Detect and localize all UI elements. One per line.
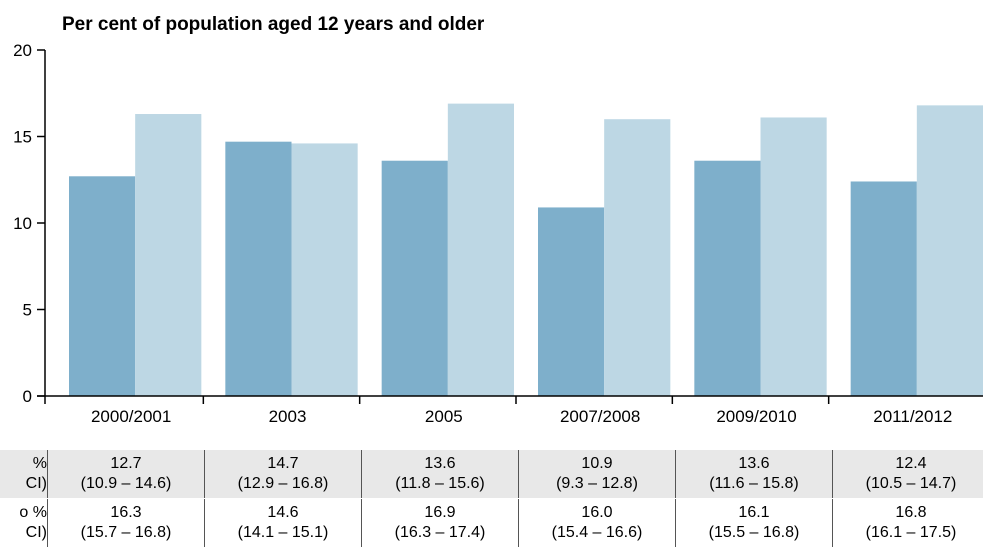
cell-ci: (15.7 – 16.8) <box>80 524 172 541</box>
table-cell: 16.9 (16.3 – 17.4) <box>361 498 519 548</box>
data-table: % CI) 12.7 (10.9 – 14.6) 14.7 (12.9 – 16.8) 13… <box>0 450 983 548</box>
bar-2-2011-2012 <box>916 105 983 397</box>
cell-value: 12.4 <box>895 455 927 472</box>
cell-ci: (11.6 – 15.8) <box>709 475 799 492</box>
cell-ci: (14.1 – 15.1) <box>237 524 329 541</box>
x-tick-label: 2003 <box>269 407 307 426</box>
x-tick-label: 2005 <box>425 407 463 426</box>
x-tick-label: 2000/2001 <box>91 407 171 426</box>
cell-ci: (15.5 – 16.8) <box>708 524 800 541</box>
bar-2-2009-2010 <box>760 117 827 396</box>
y-tick-label: 5 <box>23 301 32 320</box>
y-tick-label: 0 <box>23 387 32 406</box>
cell-ci: (16.1 – 17.5) <box>865 524 957 541</box>
cell-value: 13.6 <box>424 455 456 472</box>
x-axis: 2000/2001 2003 2005 2007/2008 2009/2010 2011/… <box>37 395 983 426</box>
y-tick-label: 15 <box>13 128 32 147</box>
x-tick-label: 2009/2010 <box>716 407 796 426</box>
table-cell: 16.0 (15.4 – 16.6) <box>518 498 676 548</box>
bars <box>69 103 983 397</box>
row-header-line2: CI) <box>25 475 47 492</box>
y-axis: 0 5 10 15 20 <box>13 41 46 406</box>
cell-ci: (10.9 – 14.6) <box>80 475 172 492</box>
x-tick-label: 2011/2012 <box>873 407 952 426</box>
bar-2-2000-2001 <box>135 114 202 396</box>
cell-value: 16.8 <box>895 504 927 521</box>
cell-value: 16.1 <box>738 504 770 521</box>
table-cell: 12.7 (10.9 – 14.6) <box>47 450 205 499</box>
cell-value: 16.0 <box>581 504 613 521</box>
table-cell: 14.6 (14.1 – 15.1) <box>204 498 362 548</box>
row-header: % CI) <box>0 450 48 499</box>
table-cell: 16.3 (15.7 – 16.8) <box>47 498 205 548</box>
cell-ci: (15.4 – 16.6) <box>551 524 643 541</box>
bar-1-2000-2001 <box>69 176 136 396</box>
table-cell: 13.6 (11.8 – 15.6) <box>361 450 519 499</box>
bar-2-2005 <box>447 103 514 396</box>
cell-ci: (10.5 – 14.7) <box>865 475 957 492</box>
y-tick-label: 10 <box>13 214 32 233</box>
cell-value: 14.7 <box>267 455 299 472</box>
bar-chart: Per cent of population aged 12 years and… <box>13 14 983 426</box>
cell-value: 16.3 <box>110 504 142 521</box>
cell-value: 12.7 <box>110 455 142 472</box>
cell-value: 16.9 <box>424 504 456 521</box>
cell-ci: (12.9 – 16.8) <box>237 475 329 492</box>
bar-2-2003 <box>291 143 358 396</box>
bar-1-2011-2012 <box>850 181 917 396</box>
table-cell: 13.6 (11.6 – 15.8) <box>675 450 833 499</box>
row-header-line1: o % <box>19 504 47 521</box>
cell-value: 10.9 <box>581 455 613 472</box>
bar-1-2007-2008 <box>538 207 605 396</box>
table-cell: 10.9 (9.3 – 12.8) <box>518 450 676 499</box>
bar-1-2003 <box>225 141 292 396</box>
cell-ci: (11.8 – 15.6) <box>395 475 485 492</box>
row-header-line1: % <box>32 455 47 472</box>
table-row: % CI) 12.7 (10.9 – 14.6) 14.7 (12.9 – 16.8) 13… <box>0 450 983 499</box>
cell-value: 14.6 <box>267 504 299 521</box>
cell-ci: (9.3 – 12.8) <box>556 475 638 492</box>
bar-1-2009-2010 <box>694 160 761 396</box>
cell-value: 13.6 <box>738 455 770 472</box>
table-cell: 16.1 (15.5 – 16.8) <box>675 498 833 548</box>
table-row: o % CI) 16.3 (15.7 – 16.8) 14.6 (14.1 – 15.1)… <box>0 498 983 548</box>
bar-1-2005 <box>381 160 448 396</box>
x-tick-label: 2007/2008 <box>560 407 640 426</box>
row-header: o % CI) <box>0 498 48 548</box>
cell-ci: (16.3 – 17.4) <box>394 524 486 541</box>
bar-2-2007-2008 <box>604 119 671 396</box>
y-tick-label: 20 <box>13 41 32 60</box>
chart-title: Per cent of population aged 12 years and… <box>62 14 485 35</box>
table-cell: 16.8 (16.1 – 17.5) <box>832 498 983 548</box>
table-cell: 14.7 (12.9 – 16.8) <box>204 450 362 499</box>
table-cell: 12.4 (10.5 – 14.7) <box>832 450 983 499</box>
row-header-line2: CI) <box>25 524 47 541</box>
